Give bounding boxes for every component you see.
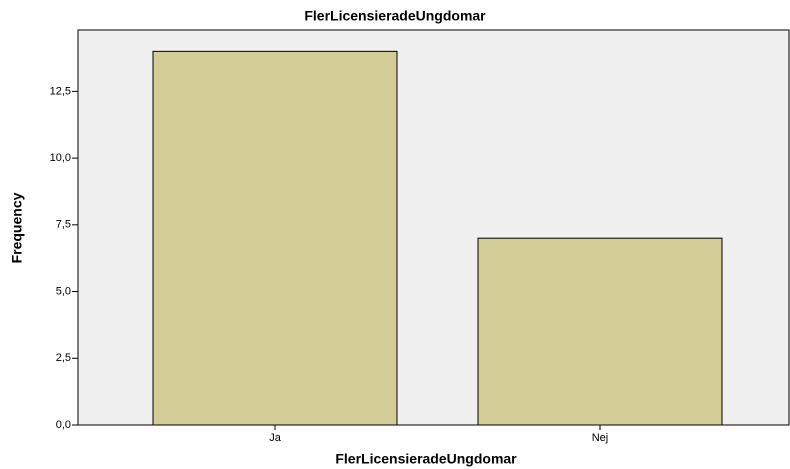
chart-title: FlerLicensieradeUngdomar xyxy=(304,8,486,24)
y-tick-label: 10,0 xyxy=(50,152,71,164)
x-tick-label: Ja xyxy=(269,432,282,444)
y-tick-label: 7,5 xyxy=(56,219,71,231)
bar xyxy=(152,50,398,426)
x-tick-label: Nej xyxy=(592,432,609,444)
y-tick-label: 0,0 xyxy=(56,419,71,431)
y-axis-title: Frequency xyxy=(9,192,25,263)
y-tick-label: 5,0 xyxy=(56,285,71,297)
y-tick-label: 12,5 xyxy=(50,85,71,97)
bar xyxy=(477,237,723,426)
x-axis-title: FlerLicensieradeUngdomar xyxy=(335,451,517,467)
y-tick-label: 2,5 xyxy=(56,352,71,364)
